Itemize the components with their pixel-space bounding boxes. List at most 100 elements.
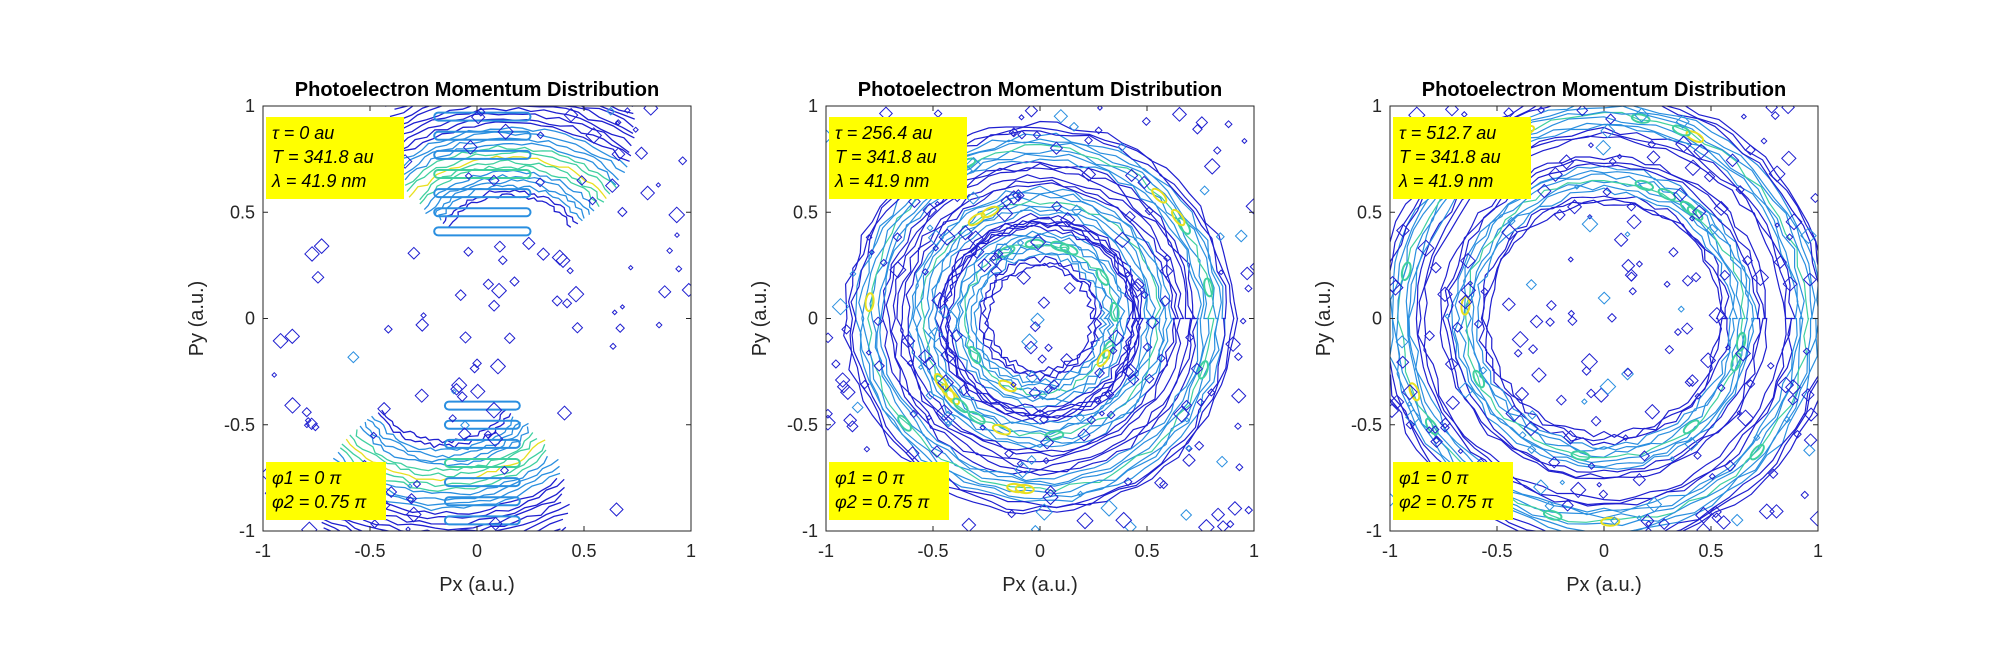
contour-speck xyxy=(1444,313,1451,320)
contour-speck xyxy=(1444,106,1459,117)
phase-annotation: φ1 = 0 π φ2 = 0.75 π xyxy=(829,462,949,520)
contour-speck xyxy=(563,107,579,123)
contour-ring xyxy=(955,232,1126,402)
contour-speck xyxy=(1711,512,1723,524)
contour-speck xyxy=(1628,287,1637,296)
contour-speck xyxy=(681,282,691,298)
contour-speck xyxy=(1785,233,1794,241)
contour-speck xyxy=(304,417,312,424)
contour-speck xyxy=(1684,377,1695,388)
contour-speck xyxy=(1008,127,1019,138)
contour-speck xyxy=(1646,496,1663,513)
contour-speck xyxy=(493,240,506,253)
contour-speck xyxy=(611,147,626,162)
contour-ring xyxy=(843,120,1239,515)
fringe-band xyxy=(443,400,521,411)
contour-speck xyxy=(1730,513,1744,527)
contour-speck xyxy=(1098,410,1105,417)
contour-speck xyxy=(889,261,907,279)
intensity-peak xyxy=(998,379,1017,393)
annotation-line: φ1 = 0 π xyxy=(835,468,905,488)
contour-speck xyxy=(271,371,278,378)
contour-speck xyxy=(1109,346,1118,355)
y-axis-label: Py (a.u.) xyxy=(749,281,771,357)
contour-speck xyxy=(1026,455,1037,465)
intensity-peak xyxy=(933,372,948,391)
chart-panel-2: -1 -0.5 0 0.5 1 -1 -0.5 0 0.5 1 Photoelectron Mome… xyxy=(749,79,1259,596)
intensity-peak xyxy=(1735,331,1747,352)
contour-speck xyxy=(1567,199,1583,215)
contour-speck xyxy=(922,202,938,218)
intensity-peak xyxy=(1151,187,1168,204)
contour-speck xyxy=(1460,282,1477,298)
contour-speck xyxy=(1142,342,1153,352)
contour-speck xyxy=(1030,524,1040,531)
contour-speck xyxy=(614,120,621,126)
contour-speck xyxy=(272,332,289,349)
contour-speck xyxy=(1029,233,1047,251)
contour-speck xyxy=(482,278,495,291)
contour-speck xyxy=(1094,367,1106,379)
contour-speck xyxy=(604,178,620,194)
contour-speck xyxy=(1802,347,1811,356)
contour-speck xyxy=(1634,107,1650,123)
contour-speck xyxy=(1432,436,1441,445)
contour-speck xyxy=(1800,490,1810,500)
x-tick-label: 1 xyxy=(1249,541,1259,561)
contour-speck xyxy=(949,329,964,343)
contour-speck xyxy=(1672,187,1688,202)
contour-speck xyxy=(383,324,393,334)
intensity-peak xyxy=(864,292,875,313)
contour-speck xyxy=(1553,208,1566,221)
contour-ring xyxy=(943,220,1138,417)
contour-speck xyxy=(1156,353,1166,363)
contour-speck xyxy=(1018,114,1025,121)
contour-speck xyxy=(1527,344,1539,355)
chart-panel-1: -1 -0.5 0 0.5 1 -1 -0.5 0 0.5 1 Photoelectron Mome… xyxy=(186,79,696,596)
contour-speck xyxy=(1529,314,1544,329)
annotation-line: φ2 = 0.75 π xyxy=(1399,492,1494,512)
phase-annotation: φ1 = 0 π φ2 = 0.75 π xyxy=(1393,462,1513,520)
contour-speck xyxy=(1025,370,1039,384)
intensity-peak xyxy=(1671,124,1691,137)
contour-speck xyxy=(1801,388,1815,402)
contour-speck xyxy=(1180,509,1193,521)
contour-speck xyxy=(1545,299,1557,311)
contour-speck xyxy=(1163,254,1172,263)
contour-speck xyxy=(1424,330,1436,342)
contour-speck xyxy=(1457,381,1474,399)
contour-speck xyxy=(464,172,473,180)
contour-speck xyxy=(860,379,870,390)
contour-speck xyxy=(1044,485,1057,498)
contour-speck xyxy=(488,299,501,312)
contour-speck xyxy=(655,182,662,188)
contour-speck xyxy=(1144,373,1155,384)
contour-speck xyxy=(1007,509,1017,519)
intensity-peak xyxy=(1050,240,1070,252)
annotation-line: φ1 = 0 π xyxy=(272,468,342,488)
contour-speck xyxy=(1218,269,1225,276)
contour-speck xyxy=(1215,232,1225,242)
contour-speck xyxy=(451,377,468,394)
contour-speck xyxy=(1044,343,1053,353)
contour-speck xyxy=(1131,277,1145,292)
contour-speck xyxy=(1194,440,1205,451)
fringe-band xyxy=(433,226,532,237)
fringe-band xyxy=(443,496,521,507)
contour-speck xyxy=(1430,435,1443,448)
contour-speck xyxy=(497,255,508,266)
contour-speck xyxy=(1100,499,1118,517)
contour-speck xyxy=(1810,192,1818,204)
contour-ring xyxy=(858,138,1222,500)
annotation-line: τ = 256.4 au xyxy=(835,123,932,143)
contour-speck xyxy=(606,107,616,116)
contour-speck xyxy=(1785,379,1802,396)
contour-speck xyxy=(1695,506,1713,524)
annotation-line: φ2 = 0.75 π xyxy=(835,492,930,512)
contour-speck xyxy=(551,295,563,307)
contour-speck xyxy=(405,526,411,531)
annotation-box xyxy=(266,462,386,520)
contour-ring xyxy=(978,255,1103,382)
contour-speck xyxy=(1459,252,1476,269)
